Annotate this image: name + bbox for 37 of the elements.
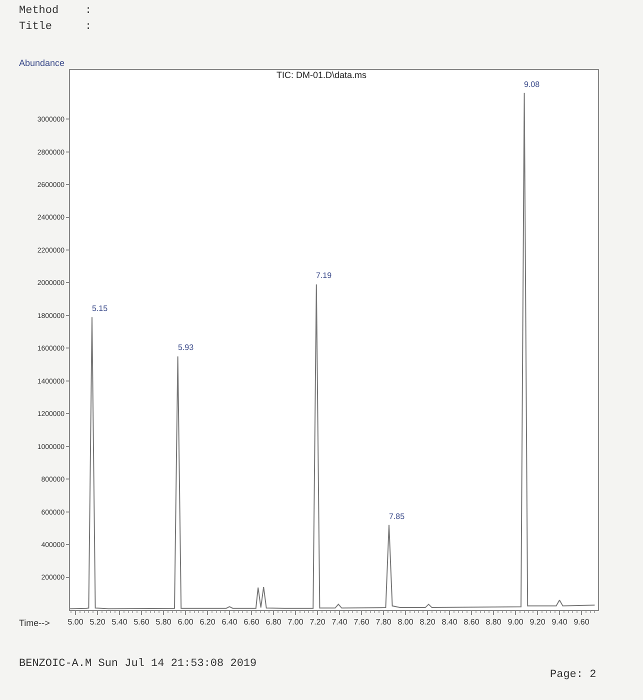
annotation: 5.93 xyxy=(178,343,194,352)
x-tick-label: 5.20 xyxy=(90,618,106,627)
annotation: 9.08 xyxy=(524,80,540,89)
x-tick-label: 8.00 xyxy=(398,618,414,627)
x-tick-label: 5.60 xyxy=(134,618,150,627)
x-axis-title: Time--> xyxy=(19,618,50,628)
chart-title: TIC: DM-01.D\data.ms xyxy=(276,70,367,80)
y-axis-title: Abundance xyxy=(19,58,65,68)
annotation: 5.15 xyxy=(92,304,108,313)
x-tick-label: 8.40 xyxy=(442,618,458,627)
x-tick-label: 7.60 xyxy=(354,618,370,627)
x-tick-label: 9.00 xyxy=(508,618,524,627)
x-tick-label: 5.00 xyxy=(68,618,84,627)
text: Method : xyxy=(19,5,92,17)
x-tick-label: 6.20 xyxy=(200,618,216,627)
x-tick-label: 6.40 xyxy=(222,618,238,627)
text: Title : xyxy=(19,21,92,33)
annotation: 7.19 xyxy=(316,271,332,280)
annotation: 7.85 xyxy=(389,512,406,521)
x-tick-label: 6.00 xyxy=(178,618,194,627)
x-tick-label: 9.20 xyxy=(530,618,546,627)
x-tick-label: 6.80 xyxy=(266,618,282,627)
line-series xyxy=(70,92,596,610)
text: BENZOIC-A.M Sun Jul 14 21:53:08 2019 xyxy=(19,658,257,670)
x-tick-label: 7.20 xyxy=(310,618,326,627)
x-tick-label: 6.60 xyxy=(244,618,260,627)
x-tick-label: 5.40 xyxy=(112,618,128,627)
x-tick-label: 7.40 xyxy=(332,618,348,627)
x-tick-label: 7.80 xyxy=(376,618,392,627)
x-tick-label: 9.40 xyxy=(552,618,568,627)
x-tick-label: 5.80 xyxy=(156,618,172,627)
x-tick-label: 9.60 xyxy=(574,618,590,627)
x-tick-label: 8.20 xyxy=(420,618,436,627)
x-tick-label: 7.00 xyxy=(288,618,304,627)
x-tick-label: 8.60 xyxy=(464,618,480,627)
text: Page: 2 xyxy=(550,669,596,681)
x-tick-label: 8.80 xyxy=(486,618,502,627)
